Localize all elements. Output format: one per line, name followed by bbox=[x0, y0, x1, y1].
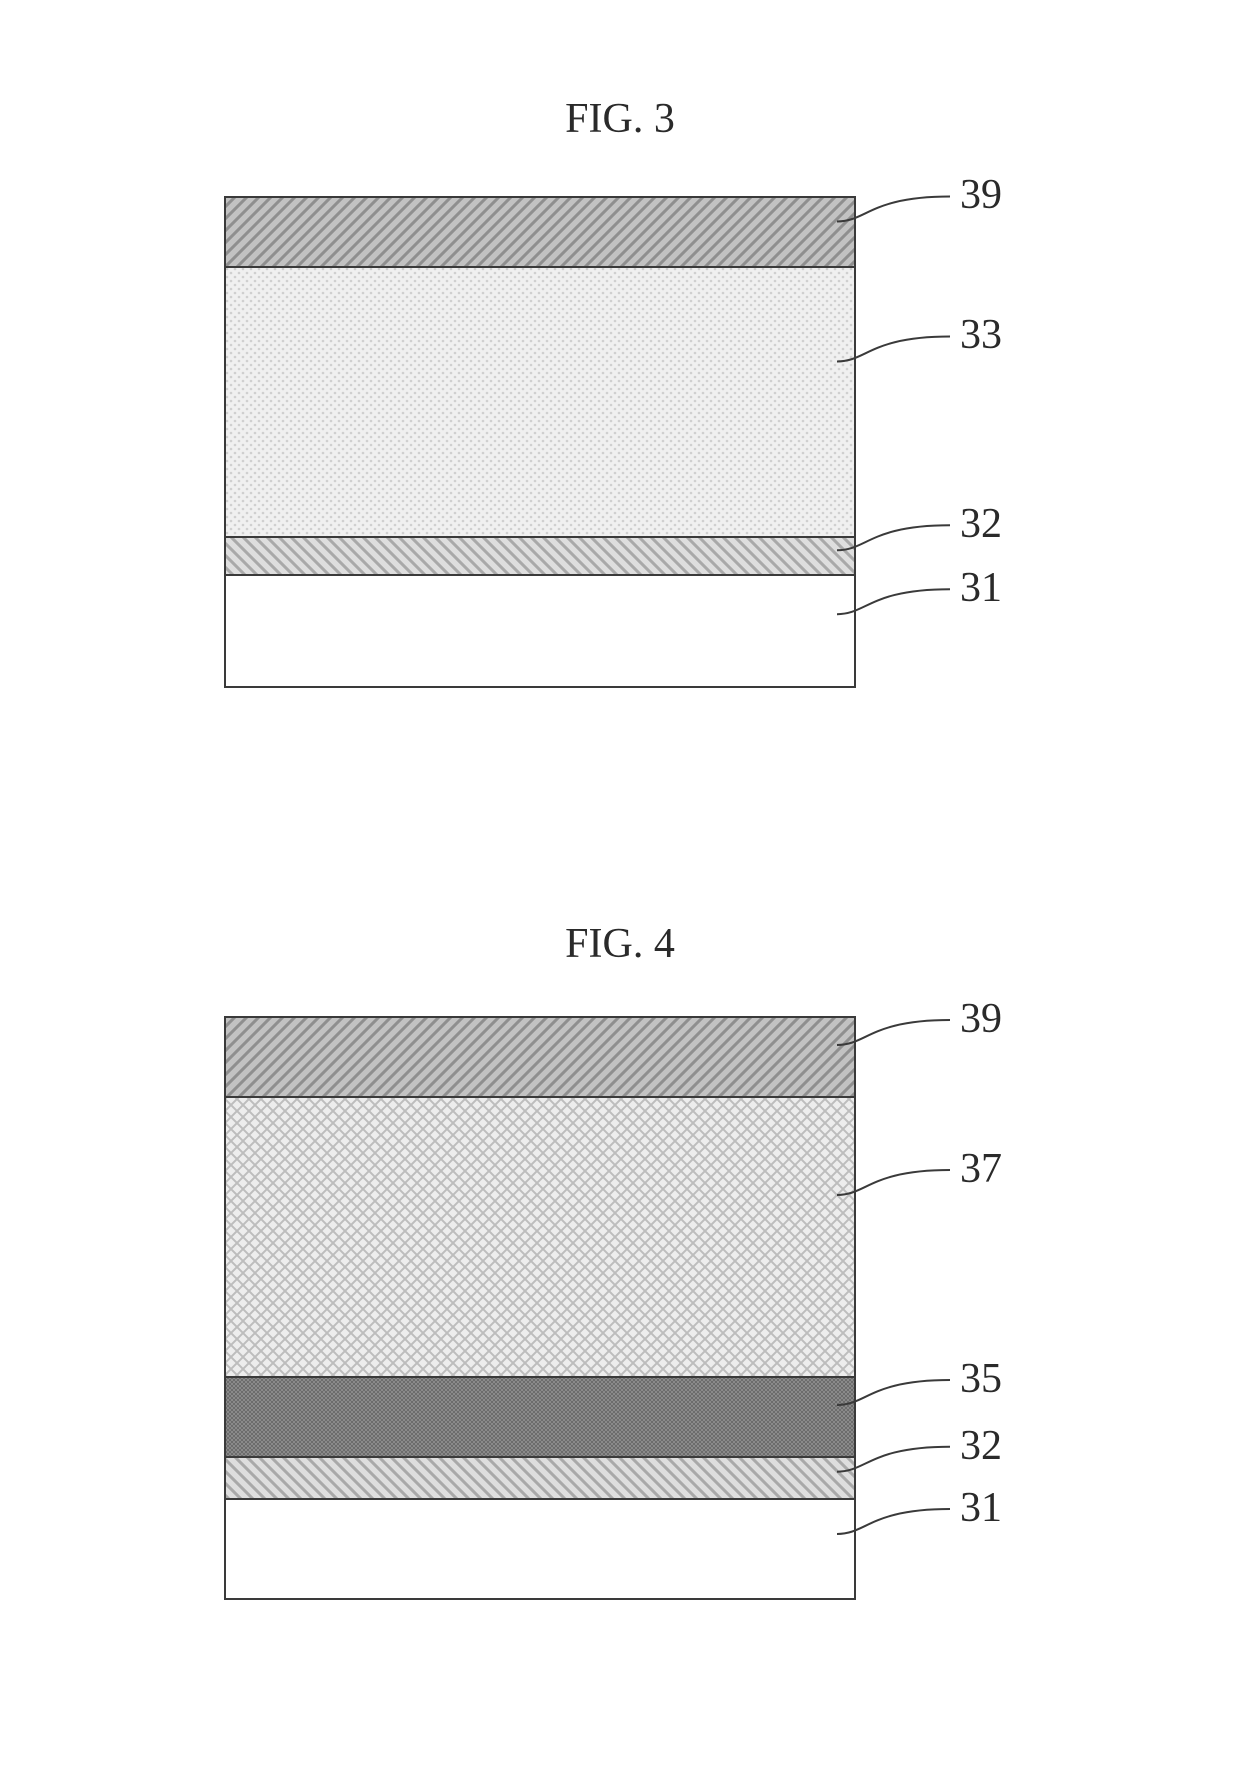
fig4-layer-32 bbox=[225, 1457, 855, 1499]
fig4-label-32: 32 bbox=[960, 1422, 1002, 1470]
fig3-label-33: 33 bbox=[960, 311, 1002, 359]
fig4-diagram bbox=[225, 1015, 970, 1601]
fig4-layer-31 bbox=[225, 1499, 855, 1599]
fig3-diagram bbox=[225, 195, 970, 689]
fig3-label-32: 32 bbox=[960, 500, 1002, 548]
fig3-title: FIG. 3 bbox=[0, 95, 1240, 143]
fig3-layer-33 bbox=[225, 267, 855, 537]
fig4-label-39: 39 bbox=[960, 995, 1002, 1043]
fig3-layer-39 bbox=[225, 197, 855, 267]
fig4-layer-37 bbox=[225, 1097, 855, 1377]
fig4-label-31: 31 bbox=[960, 1484, 1002, 1532]
fig4-title: FIG. 4 bbox=[0, 920, 1240, 968]
fig3-layer-32 bbox=[225, 537, 855, 575]
fig3-layer-31 bbox=[225, 575, 855, 687]
fig3-label-39: 39 bbox=[960, 171, 1002, 219]
fig4-layer-39 bbox=[225, 1017, 855, 1097]
fig4-label-37: 37 bbox=[960, 1145, 1002, 1193]
fig3-label-31: 31 bbox=[960, 564, 1002, 612]
page: FIG. 3 39 33 32 31 FIG. 4 39 37 35 32 31 bbox=[0, 0, 1240, 1765]
fig4-layer-35 bbox=[225, 1377, 855, 1457]
fig4-label-35: 35 bbox=[960, 1355, 1002, 1403]
